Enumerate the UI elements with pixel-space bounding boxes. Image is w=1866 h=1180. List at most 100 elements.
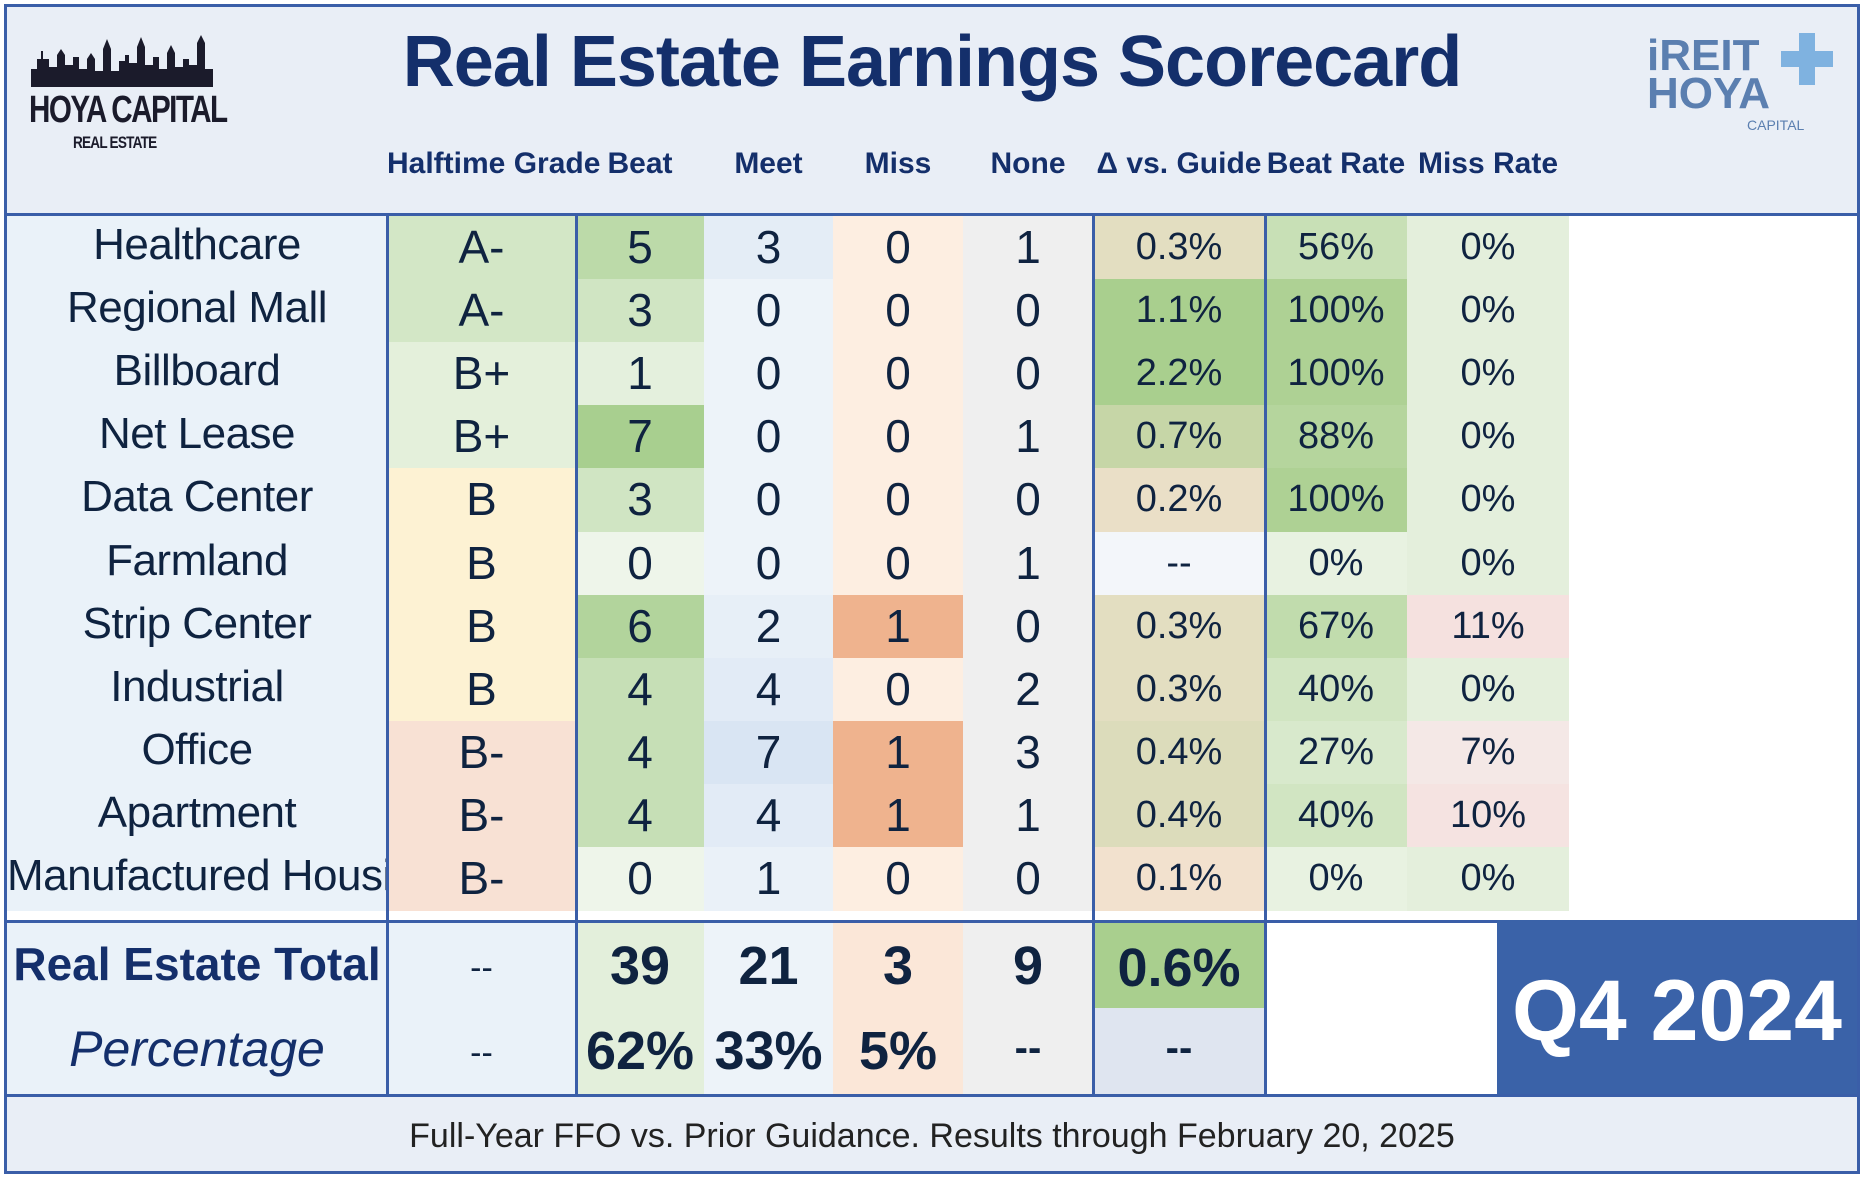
col-header-miss: Miss bbox=[864, 147, 932, 180]
sector-label: Office bbox=[141, 724, 253, 774]
cell-bg-beat-rate bbox=[1265, 531, 1407, 596]
sector-label: Net Lease bbox=[98, 409, 296, 459]
cell-bg-delta bbox=[1093, 531, 1265, 596]
table-cell-beat: 3 bbox=[627, 284, 653, 337]
cell-bg-delta bbox=[1093, 279, 1265, 343]
percentage-bg-beat bbox=[576, 1008, 704, 1094]
table-cell-miss: 1 bbox=[885, 725, 911, 778]
cell-bg-delta bbox=[1093, 847, 1265, 911]
cell-bg-miss bbox=[833, 657, 963, 722]
percentage-label: Percentage bbox=[69, 1021, 325, 1077]
cell-bg-delta bbox=[1093, 405, 1265, 469]
table-cell-miss-rate: 7% bbox=[1460, 730, 1516, 773]
cell-bg-sector bbox=[7, 657, 387, 722]
percentage-bg-sector bbox=[7, 1008, 387, 1094]
cell-bg-grade bbox=[387, 657, 576, 722]
cell-bg-none bbox=[963, 720, 1093, 785]
cell-bg-none bbox=[963, 847, 1093, 911]
col-header-miss-rate: Miss Rate bbox=[1417, 147, 1559, 180]
cell-bg-meet bbox=[704, 847, 833, 911]
cell-bg-beat-rate bbox=[1265, 594, 1407, 659]
cell-bg-grade bbox=[387, 468, 576, 533]
table-cell-miss-rate: 0% bbox=[1460, 415, 1516, 458]
sector-label: Farmland bbox=[106, 535, 288, 585]
col-header-meet: Meet bbox=[734, 147, 803, 180]
cell-bg-meet bbox=[704, 657, 833, 722]
percentage-delta: -- bbox=[1165, 1026, 1193, 1070]
cell-bg-meet bbox=[704, 531, 833, 596]
cell-bg-miss bbox=[833, 216, 963, 280]
col-header-beat-rate: Beat Rate bbox=[1266, 147, 1406, 180]
cell-bg-beat-rate bbox=[1265, 783, 1407, 848]
cell-bg-grade bbox=[387, 216, 576, 280]
cell-bg-beat bbox=[576, 216, 704, 280]
table-cell-miss: 0 bbox=[885, 536, 911, 589]
table-cell-beat: 6 bbox=[627, 599, 653, 652]
table-cell-delta: 0.2% bbox=[1135, 478, 1223, 521]
table-cell-beat-rate: 56% bbox=[1297, 226, 1375, 268]
cell-bg-beat-rate bbox=[1265, 720, 1407, 785]
cell-bg-meet bbox=[704, 720, 833, 785]
cell-bg-beat bbox=[576, 531, 704, 596]
page-title: Real Estate Earnings Scorecard bbox=[402, 22, 1462, 102]
table-cell-beat-rate: 40% bbox=[1297, 667, 1375, 710]
table-cell-meet: 4 bbox=[755, 788, 782, 841]
table-cell-miss-rate: 11% bbox=[1451, 604, 1525, 647]
cell-bg-beat bbox=[576, 468, 704, 533]
table-cell-beat-rate: 100% bbox=[1287, 289, 1385, 332]
total-grade: -- bbox=[470, 949, 493, 987]
percentage-none: -- bbox=[1014, 1026, 1042, 1070]
footer-note: Full-Year FFO vs. Prior Guidance. Result… bbox=[409, 1117, 1455, 1155]
table-cell-none: 0 bbox=[1015, 473, 1041, 526]
table-cell-none: 0 bbox=[1015, 284, 1041, 337]
table-cell-beat: 1 bbox=[627, 347, 653, 400]
table-cell-beat-rate: 0% bbox=[1308, 857, 1364, 899]
percentage-bg-miss bbox=[833, 1008, 963, 1094]
sector-label: Manufactured Housing bbox=[7, 851, 440, 900]
cell-bg-miss-rate bbox=[1407, 216, 1569, 280]
cell-bg-beat bbox=[576, 594, 704, 659]
cell-bg-sector bbox=[7, 342, 387, 406]
table-cell-meet: 3 bbox=[755, 221, 782, 273]
table-cell-beat: 4 bbox=[627, 725, 653, 778]
cell-bg-meet bbox=[704, 279, 833, 343]
cell-bg-beat bbox=[576, 657, 704, 722]
table-cell-meet: 7 bbox=[755, 725, 782, 778]
percentage-beat: 62% bbox=[585, 1021, 695, 1081]
table-cell-none: 1 bbox=[1015, 788, 1041, 841]
table-cell-beat: 4 bbox=[627, 788, 653, 841]
cell-bg-miss-rate bbox=[1407, 279, 1569, 343]
cell-bg-grade bbox=[387, 531, 576, 596]
table-cell-none: 2 bbox=[1015, 662, 1041, 715]
cell-bg-grade bbox=[387, 847, 576, 911]
table-cell-miss-rate: 0% bbox=[1460, 667, 1516, 710]
logo-right-line2: HOYA bbox=[1647, 69, 1771, 118]
cell-bg-miss bbox=[833, 847, 963, 911]
table-cell-meet: 0 bbox=[755, 284, 782, 337]
table-cell-delta: 0.1% bbox=[1135, 857, 1223, 899]
cell-bg-delta bbox=[1093, 216, 1265, 280]
total-bg-meet bbox=[704, 923, 833, 1008]
cell-bg-sector bbox=[7, 847, 387, 911]
table-cell-grade: B bbox=[466, 599, 497, 652]
logo-right-sub: CAPITAL bbox=[1747, 117, 1805, 133]
table-cell-miss-rate: 0% bbox=[1460, 857, 1516, 899]
percentage-bg-delta bbox=[1093, 1008, 1265, 1094]
table-cell-meet: 0 bbox=[755, 347, 782, 400]
cell-bg-miss-rate bbox=[1407, 847, 1569, 911]
percentage-bg-none bbox=[963, 1008, 1093, 1094]
table-cell-delta: 0.7% bbox=[1135, 415, 1223, 458]
cell-bg-delta bbox=[1093, 594, 1265, 659]
table-cell-miss-rate: 0% bbox=[1460, 478, 1516, 521]
table-cell-meet: 0 bbox=[755, 536, 782, 589]
table-cell-miss: 1 bbox=[885, 599, 911, 652]
table-cell-meet: 0 bbox=[755, 410, 782, 463]
plus-icon bbox=[1781, 33, 1833, 85]
cell-bg-meet bbox=[704, 405, 833, 469]
sector-label: Industrial bbox=[110, 661, 284, 711]
cell-bg-meet bbox=[704, 342, 833, 406]
table-cell-delta: 0.3% bbox=[1135, 604, 1223, 647]
cell-bg-beat bbox=[576, 720, 704, 785]
table-cell-miss: 0 bbox=[885, 347, 911, 400]
cell-bg-sector bbox=[7, 405, 387, 469]
